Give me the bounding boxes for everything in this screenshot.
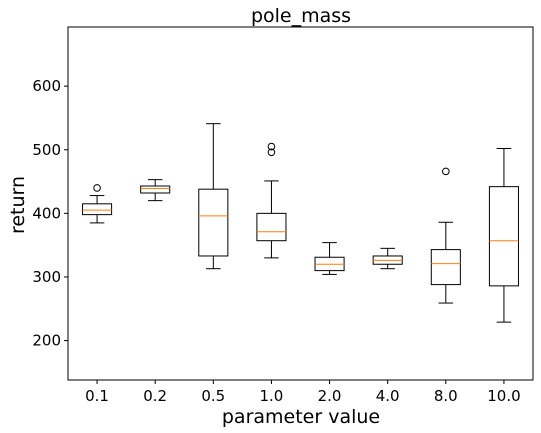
x-tick-label: 0.2 xyxy=(143,387,167,405)
x-tick-label: 10.0 xyxy=(487,387,520,405)
box-group-8.0 xyxy=(430,167,461,304)
iqr-box xyxy=(430,249,461,286)
y-tick-label: 500 xyxy=(32,141,61,159)
x-tick-label: 1.0 xyxy=(260,387,284,405)
plot-area-frame xyxy=(67,26,534,381)
x-tick-label: 2.0 xyxy=(318,387,342,405)
y-tick-label: 400 xyxy=(32,204,61,222)
box-group-2.0 xyxy=(314,242,345,275)
iqr-box xyxy=(488,186,519,287)
iqr-box xyxy=(140,185,171,194)
outlier-point xyxy=(442,167,450,176)
box-group-0.2 xyxy=(140,179,171,202)
box-group-0.1 xyxy=(82,184,113,224)
outlier-point xyxy=(267,148,276,157)
plot-marks xyxy=(82,123,519,323)
box-group-1.0 xyxy=(256,142,287,259)
y-axis: 200 300 400 500 600 xyxy=(32,77,68,350)
outlier-point xyxy=(93,184,101,192)
box-group-4.0 xyxy=(372,247,403,270)
chart-title: pole_mass xyxy=(251,5,351,27)
iqr-box xyxy=(82,203,113,216)
x-tick-label: 0.1 xyxy=(85,387,109,405)
box-group-10.0 xyxy=(488,147,519,323)
x-tick-label: 4.0 xyxy=(376,387,400,405)
x-axis-label: parameter value xyxy=(222,406,380,428)
outlier-point xyxy=(267,142,276,151)
y-tick-label: 200 xyxy=(32,332,61,350)
y-tick-label: 300 xyxy=(32,268,61,286)
x-axis: 0.1 0.2 0.5 1.0 2.0 4.0 8.0 10.0 xyxy=(85,380,521,405)
iqr-box xyxy=(256,212,287,242)
y-tick-label: 600 xyxy=(32,77,61,95)
box-group-0.5 xyxy=(198,123,229,270)
iqr-box xyxy=(198,188,229,257)
x-tick-label: 0.5 xyxy=(201,387,225,405)
y-axis-label: return xyxy=(7,176,29,234)
x-tick-label: 8.0 xyxy=(434,387,458,405)
